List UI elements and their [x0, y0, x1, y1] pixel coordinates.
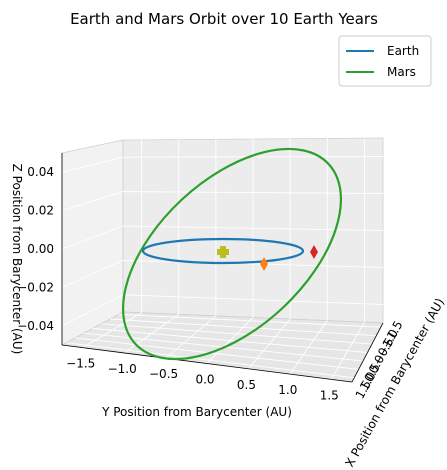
x-gridline-floor [66, 342, 355, 379]
z-axis-label: Z Position from Barycenter (AU) [10, 164, 24, 355]
markers [217, 245, 318, 271]
earth-end-marker [260, 257, 268, 271]
mars-end-marker [310, 245, 318, 259]
mars-orbit-line [121, 147, 343, 361]
z-tick-label: −0.02 [17, 280, 54, 294]
z-gridline-left [61, 225, 124, 250]
x-gridline-floor [75, 337, 359, 370]
earth-orbit-line [141, 237, 305, 265]
axis-lines [61, 153, 384, 383]
y-axis-label: Y Position from Barycenter (AU) [101, 405, 292, 419]
z-gridline-left [61, 191, 124, 212]
barycenter-marker [217, 246, 229, 258]
y-axis-line [61, 344, 353, 383]
x-gridline-floor [118, 313, 381, 328]
z-gridline-left [61, 259, 124, 288]
z-tick-label: −0.04 [17, 319, 54, 333]
gridlines [61, 127, 384, 380]
x-gridline-floor [101, 323, 372, 345]
x-gridline-floor [109, 318, 377, 337]
legend: Earth Mars [338, 35, 432, 87]
legend-label-mars: Mars [387, 65, 416, 79]
y-tick-label: −1.0 [108, 362, 137, 376]
y-tick-label: −1.5 [66, 357, 95, 371]
legend-label-earth: Earth [387, 44, 419, 58]
y-tick-label: −0.5 [149, 367, 178, 381]
z-gridline-left [61, 156, 124, 173]
back-pane-left [61, 139, 124, 346]
z-tick-label: 0.02 [27, 204, 54, 218]
orbit-lines [121, 147, 343, 361]
z-gridline-left [61, 294, 124, 327]
x-axis-line [351, 322, 384, 383]
y-tick-label: 0.0 [195, 373, 214, 387]
y-tick-label: 1.5 [320, 388, 339, 402]
z-tick-label: 0.04 [27, 165, 54, 179]
chart-title: Earth and Mars Orbit over 10 Earth Years [70, 10, 378, 28]
y-tick-label: 1.0 [278, 383, 297, 397]
y-tick-label: 0.5 [237, 378, 256, 392]
x-gridline-floor [92, 328, 368, 353]
legend-box [338, 35, 432, 87]
z-tick-label: 0.00 [27, 242, 54, 256]
